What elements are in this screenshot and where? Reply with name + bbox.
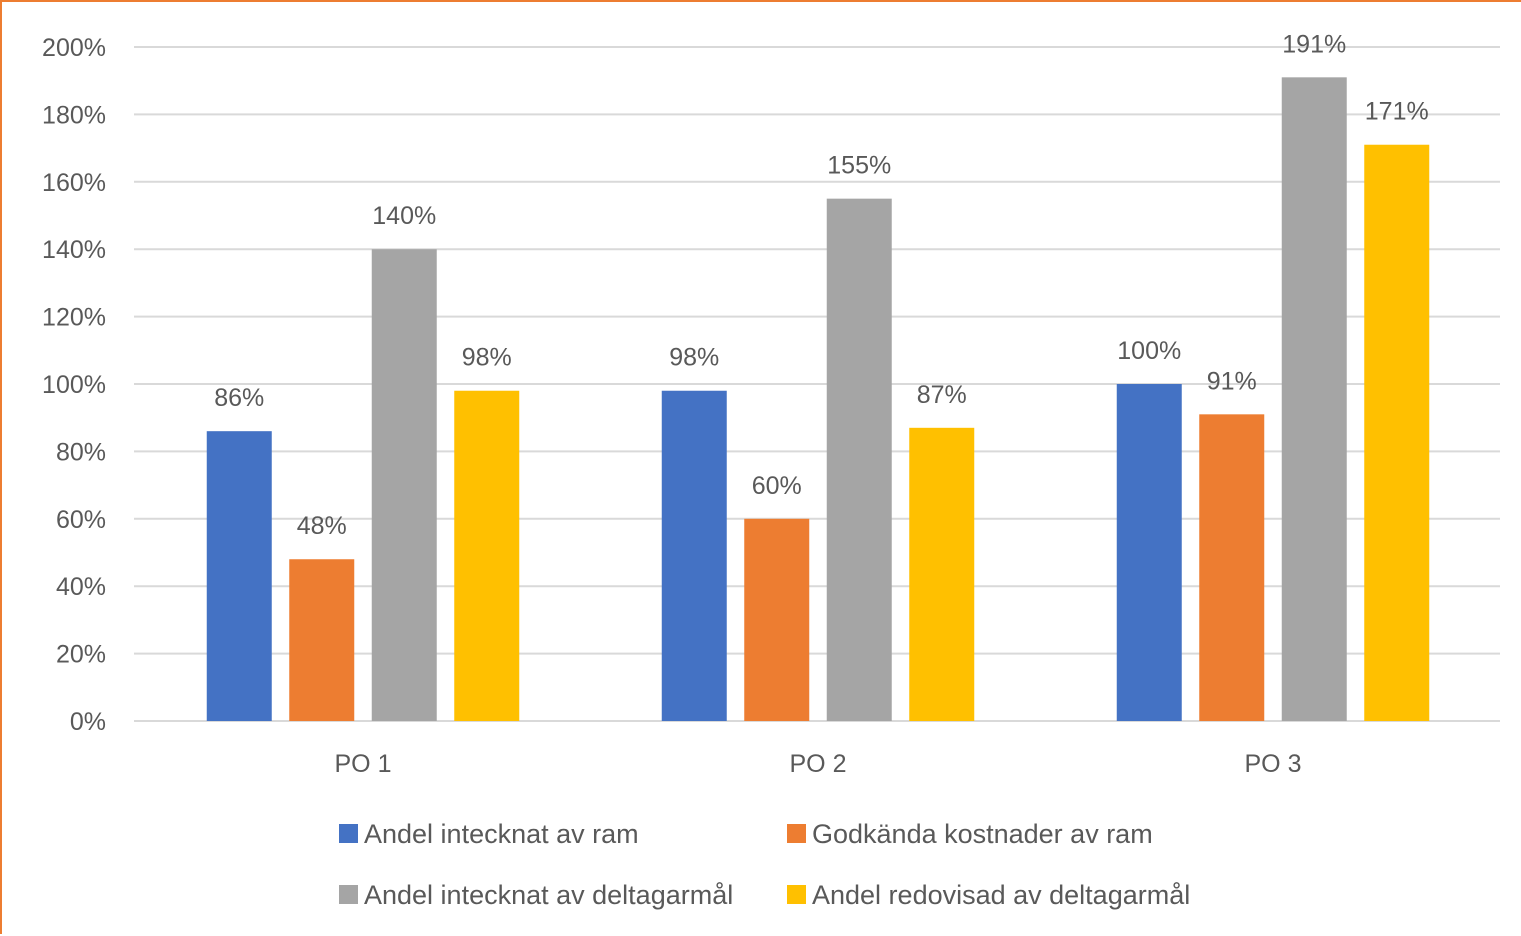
data-label: 140% <box>372 202 436 230</box>
bar <box>1116 384 1182 721</box>
bar <box>289 559 355 721</box>
data-label: 98% <box>669 344 719 372</box>
legend-label: Andel intecknat av deltagarmål <box>364 880 733 910</box>
legend-label: Andel redovisad av deltagarmål <box>812 880 1190 910</box>
data-label: 48% <box>297 512 347 540</box>
category-label: PO 1 <box>335 750 392 778</box>
y-tick-label: 0% <box>70 708 106 736</box>
bar <box>661 390 727 721</box>
gridlines <box>134 46 1500 722</box>
data-label: 100% <box>1117 337 1181 365</box>
bar <box>909 427 975 721</box>
data-label: 87% <box>917 381 967 409</box>
y-tick-label: 100% <box>42 371 106 399</box>
legend-swatch <box>787 824 806 843</box>
y-tick-label: 200% <box>42 34 106 62</box>
data-label: 171% <box>1365 98 1429 126</box>
data-labels: 86% 48% 140% 98% 98% 60% 155% 87% 100% 91% 191% 171… <box>214 30 1429 540</box>
bar <box>454 390 520 721</box>
data-label: 91% <box>1207 367 1257 395</box>
legend-swatch <box>339 885 358 904</box>
y-tick-label: 140% <box>42 236 106 264</box>
bar <box>206 431 272 721</box>
y-tick-label: 20% <box>56 641 106 669</box>
x-axis-category-labels: PO 1 PO 2 PO 3 <box>335 750 1302 778</box>
y-tick-label: 80% <box>56 438 106 466</box>
y-tick-label: 120% <box>42 304 106 332</box>
legend-swatch <box>339 824 358 843</box>
category-label: PO 2 <box>790 750 847 778</box>
data-label: 98% <box>462 344 512 372</box>
bar <box>1281 77 1347 721</box>
y-tick-label: 40% <box>56 573 106 601</box>
category-label: PO 3 <box>1245 750 1302 778</box>
y-axis-tick-labels: 0% 20% 40% 60% 80% 100% 120% 140% 160% 180% 200% <box>42 34 106 736</box>
bar <box>744 518 810 721</box>
data-label: 191% <box>1282 30 1346 58</box>
bars <box>206 77 1430 722</box>
bar <box>371 249 437 721</box>
y-tick-label: 160% <box>42 169 106 197</box>
legend-label: Andel intecknat av ram <box>364 819 639 849</box>
bar <box>826 198 892 721</box>
legend-swatch <box>787 885 806 904</box>
data-label: 60% <box>752 472 802 500</box>
data-label: 155% <box>827 152 891 180</box>
bar <box>1364 144 1430 722</box>
y-tick-label: 180% <box>42 101 106 129</box>
legend-label: Godkända kostnader av ram <box>812 819 1153 849</box>
data-label: 86% <box>214 384 264 412</box>
y-tick-label: 60% <box>56 506 106 534</box>
legend: Andel intecknat av ram Godkända kostnader… <box>339 819 1190 910</box>
bar <box>1199 414 1265 721</box>
